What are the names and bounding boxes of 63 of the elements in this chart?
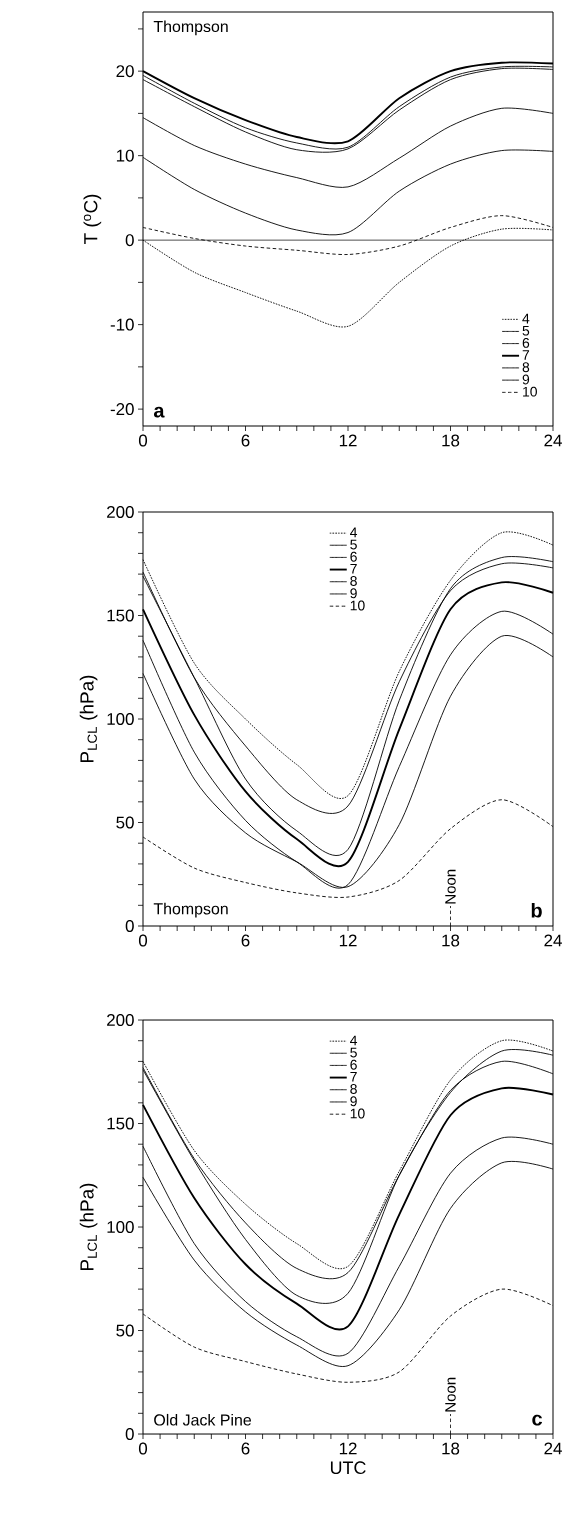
x-tick-label: 0 [138, 934, 148, 947]
legend-label: 7 [350, 1072, 357, 1082]
legend-label: 6 [350, 551, 357, 562]
y-tick-label: 20 [116, 65, 134, 78]
x-tick-label: 12 [339, 434, 357, 447]
y-tick-label: 150 [107, 609, 134, 622]
x-tick-label: 6 [241, 434, 250, 447]
legend-label: 8 [522, 362, 530, 373]
annotation: Thompson [153, 902, 228, 918]
x-tick-label: 6 [241, 1442, 250, 1455]
y-axis-title: P$_{LCL}$ (hPa) [79, 675, 98, 762]
y-tick-label: 150 [107, 1117, 134, 1130]
ref-line-label: Noon [445, 869, 456, 904]
x-tick-label: 6 [241, 934, 250, 947]
legend-label: 9 [522, 374, 530, 385]
x-tick-label: 18 [442, 1442, 460, 1455]
y-tick-label: 100 [107, 713, 134, 726]
y-tick-label: 0 [125, 1428, 134, 1441]
legend-label: 8 [350, 1084, 357, 1094]
legend-label: 7 [350, 564, 357, 574]
y-tick-label: 50 [116, 816, 134, 829]
x-tick-label: 24 [544, 934, 562, 947]
legend-label: 5 [350, 1047, 357, 1058]
y-tick-label: -10 [110, 318, 134, 331]
y-tick-label: 10 [116, 149, 134, 162]
y-tick-label: 100 [107, 1221, 134, 1234]
y-tick-label: 0 [125, 920, 134, 933]
legend-label: 5 [350, 539, 357, 550]
x-tick-label: 12 [339, 934, 357, 947]
annotation: c [532, 1414, 543, 1426]
legend-label: 7 [522, 350, 530, 360]
legend-label: 9 [350, 1096, 357, 1107]
x-tick-label: 24 [544, 434, 562, 447]
legend-label: 8 [350, 576, 357, 586]
y-tick-label: 200 [107, 506, 134, 519]
ref-line-label: Noon [445, 1377, 456, 1412]
legend-label: 10 [350, 1108, 365, 1119]
y-tick-label: -20 [110, 403, 134, 416]
legend-label: 6 [350, 1059, 357, 1070]
x-tick-label: 18 [442, 934, 460, 947]
legend-label: 6 [522, 337, 530, 348]
y-axis-title: T ($^{o}$C) [83, 194, 102, 245]
annotation: b [531, 902, 542, 918]
y-axis-title: P$_{LCL}$ (hPa) [79, 1183, 98, 1270]
legend-label: 4 [350, 1035, 358, 1046]
x-tick-label: 12 [339, 1442, 357, 1455]
y-tick-label: 200 [107, 1014, 134, 1027]
annotation: a [153, 406, 165, 418]
legend-label: 10 [350, 600, 365, 611]
annotation: Thompson [153, 20, 228, 36]
legend-label: 5 [522, 325, 530, 336]
x-axis-title: UTC [330, 1461, 366, 1475]
legend-label: 4 [522, 313, 530, 324]
y-tick-label: 0 [125, 234, 134, 247]
annotation: Old Jack Pine [154, 1413, 252, 1426]
y-tick-label: 50 [116, 1324, 134, 1337]
x-tick-label: 24 [544, 1442, 562, 1455]
x-tick-label: 0 [138, 434, 148, 447]
x-tick-label: 18 [442, 434, 460, 447]
x-tick-label: 0 [138, 1442, 148, 1455]
legend-label: 10 [523, 386, 537, 397]
legend-label: 4 [350, 527, 358, 538]
legend-label: 9 [350, 588, 357, 599]
